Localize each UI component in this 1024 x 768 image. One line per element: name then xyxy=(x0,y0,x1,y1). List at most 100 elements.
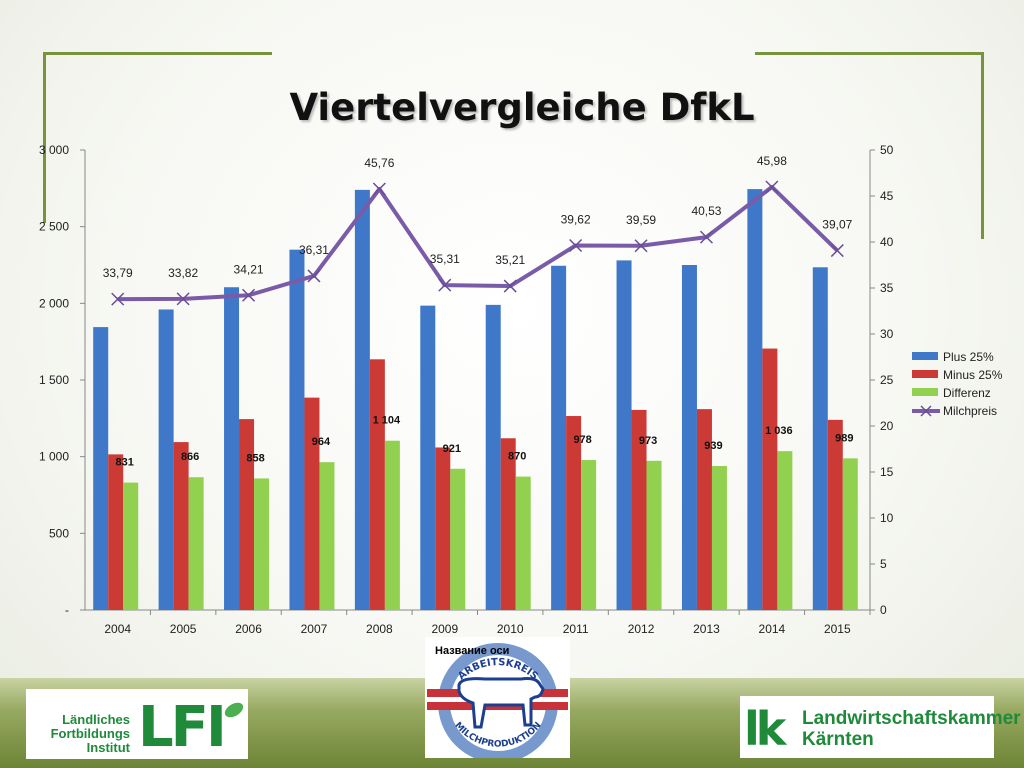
frame-bracket-left xyxy=(43,52,272,223)
y-tick-label: 2 500 xyxy=(39,220,69,234)
x-tick-label: 2006 xyxy=(235,622,262,636)
legend-swatch xyxy=(912,370,938,378)
line-data-label: 33,79 xyxy=(103,266,133,280)
milchpreis-marker xyxy=(242,288,256,302)
y2-tick-label: 15 xyxy=(880,465,894,479)
bar-differenz xyxy=(319,462,335,610)
x-tick-label: 2005 xyxy=(170,622,197,636)
lfi-logo-text: Ländliches Fortbildungs Institut xyxy=(50,712,130,755)
lfi-logo-letters: LFI xyxy=(138,695,227,760)
y2-tick-label: 20 xyxy=(880,419,894,433)
bar-differenz xyxy=(254,478,270,610)
milchpreis-marker xyxy=(111,292,125,306)
arge-milchproduktion-logo: ARBEITSKREIS MILCHPRODUKTION xyxy=(425,637,570,763)
frame-bracket-right xyxy=(755,52,984,239)
bar-plus-25- xyxy=(812,267,828,610)
milchpreis-marker xyxy=(569,238,583,253)
x-tick-label: 2010 xyxy=(497,622,524,636)
bar-minus-25- xyxy=(435,447,451,610)
line-data-label: 36,31 xyxy=(299,243,329,257)
bar-plus-25- xyxy=(681,265,697,610)
y2-tick-label: 25 xyxy=(880,373,894,387)
y2-tick-label: 40 xyxy=(880,235,894,249)
bar-plus-25- xyxy=(485,304,501,610)
line-data-label: 39,62 xyxy=(561,212,591,226)
milchpreis-marker xyxy=(765,180,779,194)
bar-minus-25- xyxy=(827,419,843,610)
legend-swatch xyxy=(912,352,938,360)
bar-differenz xyxy=(450,468,466,610)
bar-data-label: 989 xyxy=(835,432,853,444)
legend-label: Differenz xyxy=(943,386,991,400)
y-tick-label: 1 000 xyxy=(39,450,69,464)
bar-differenz xyxy=(842,458,858,610)
bar-data-label: 1 036 xyxy=(765,425,793,437)
bar-minus-25- xyxy=(108,454,124,610)
bar-plus-25- xyxy=(354,189,370,610)
line-data-label: 35,21 xyxy=(495,253,525,267)
x-tick-label: 2012 xyxy=(628,622,655,636)
bar-minus-25- xyxy=(304,397,320,610)
y-tick-label: 1 500 xyxy=(39,373,69,387)
line-data-label: 40,53 xyxy=(691,204,721,218)
x-tick-label: 2011 xyxy=(563,622,589,636)
y-tick-label: 500 xyxy=(49,526,69,540)
line-data-label: 34,21 xyxy=(234,262,264,276)
y2-tick-label: 50 xyxy=(880,143,894,157)
milchpreis-marker xyxy=(176,292,190,306)
bar-minus-25- xyxy=(500,438,516,610)
bar-differenz xyxy=(188,477,204,610)
bar-minus-25- xyxy=(696,409,712,610)
y-tick-label: - xyxy=(65,603,69,617)
bar-minus-25- xyxy=(631,409,647,610)
bar-minus-25- xyxy=(566,416,582,610)
line-data-label: 39,07 xyxy=(822,218,852,232)
bar-data-label: 870 xyxy=(508,451,526,463)
bar-plus-25- xyxy=(224,287,240,610)
x-tick-label: 2004 xyxy=(104,622,131,636)
leaf-icon xyxy=(224,702,244,718)
lk-logo-text: Landwirtschaftskammer Kärnten xyxy=(802,708,1021,750)
cow-emblem-icon: ARBEITSKREIS MILCHPRODUKTION xyxy=(427,643,568,763)
milchpreis-marker xyxy=(699,230,713,244)
x-tick-label: 2008 xyxy=(366,622,393,636)
lfi-logo: Ländliches Fortbildungs Institut LFI xyxy=(26,689,248,760)
bar-differenz xyxy=(777,451,793,610)
y2-tick-label: 45 xyxy=(880,189,894,203)
y-tick-label: 2 000 xyxy=(39,296,69,310)
lk-logo-mark: lk xyxy=(744,702,786,756)
line-data-label: 33,82 xyxy=(168,266,198,280)
bar-differenz xyxy=(123,482,139,610)
bar-differenz xyxy=(515,476,531,610)
bar-minus-25- xyxy=(369,359,385,610)
landwirtschaftskammer-logo: lk Landwirtschaftskammer Kärnten xyxy=(740,696,1021,758)
line-data-label: 39,59 xyxy=(626,213,656,227)
legend-label: Minus 25% xyxy=(943,368,1003,382)
chart-title: Viertelvergleiche DfkL xyxy=(289,86,755,129)
bar-plus-25- xyxy=(616,260,632,610)
bar-data-label: 921 xyxy=(443,443,461,455)
bar-plus-25- xyxy=(747,189,763,610)
bar-differenz xyxy=(646,460,662,610)
milchpreis-line xyxy=(117,184,839,302)
bar-minus-25- xyxy=(762,348,778,610)
x-tick-label: 2014 xyxy=(759,622,786,636)
bar-data-label: 939 xyxy=(704,440,722,452)
bar-data-label: 866 xyxy=(181,451,199,463)
y2-tick-label: 35 xyxy=(880,281,894,295)
bar-data-label: 973 xyxy=(639,435,657,447)
chart: - 500 1 000 1 500 2 000 2 500 3 000 0 5 10 15 20 25 3… xyxy=(39,143,1003,636)
bar-plus-25- xyxy=(289,249,305,610)
x-tick-label: 2013 xyxy=(693,622,720,636)
axis-title-placeholder: Название оси xyxy=(435,645,510,657)
line-data-label: 35,31 xyxy=(430,252,460,266)
bar-data-label: 858 xyxy=(246,452,264,464)
bar-minus-25- xyxy=(173,442,189,610)
x-tick-label: 2009 xyxy=(431,622,458,636)
bar-plus-25- xyxy=(420,305,436,610)
line-data-label: 45,76 xyxy=(364,156,394,170)
legend-label: Plus 25% xyxy=(943,350,994,364)
bar-differenz xyxy=(384,440,400,610)
milchpreis-marker xyxy=(438,278,452,292)
bar-differenz xyxy=(581,460,597,610)
